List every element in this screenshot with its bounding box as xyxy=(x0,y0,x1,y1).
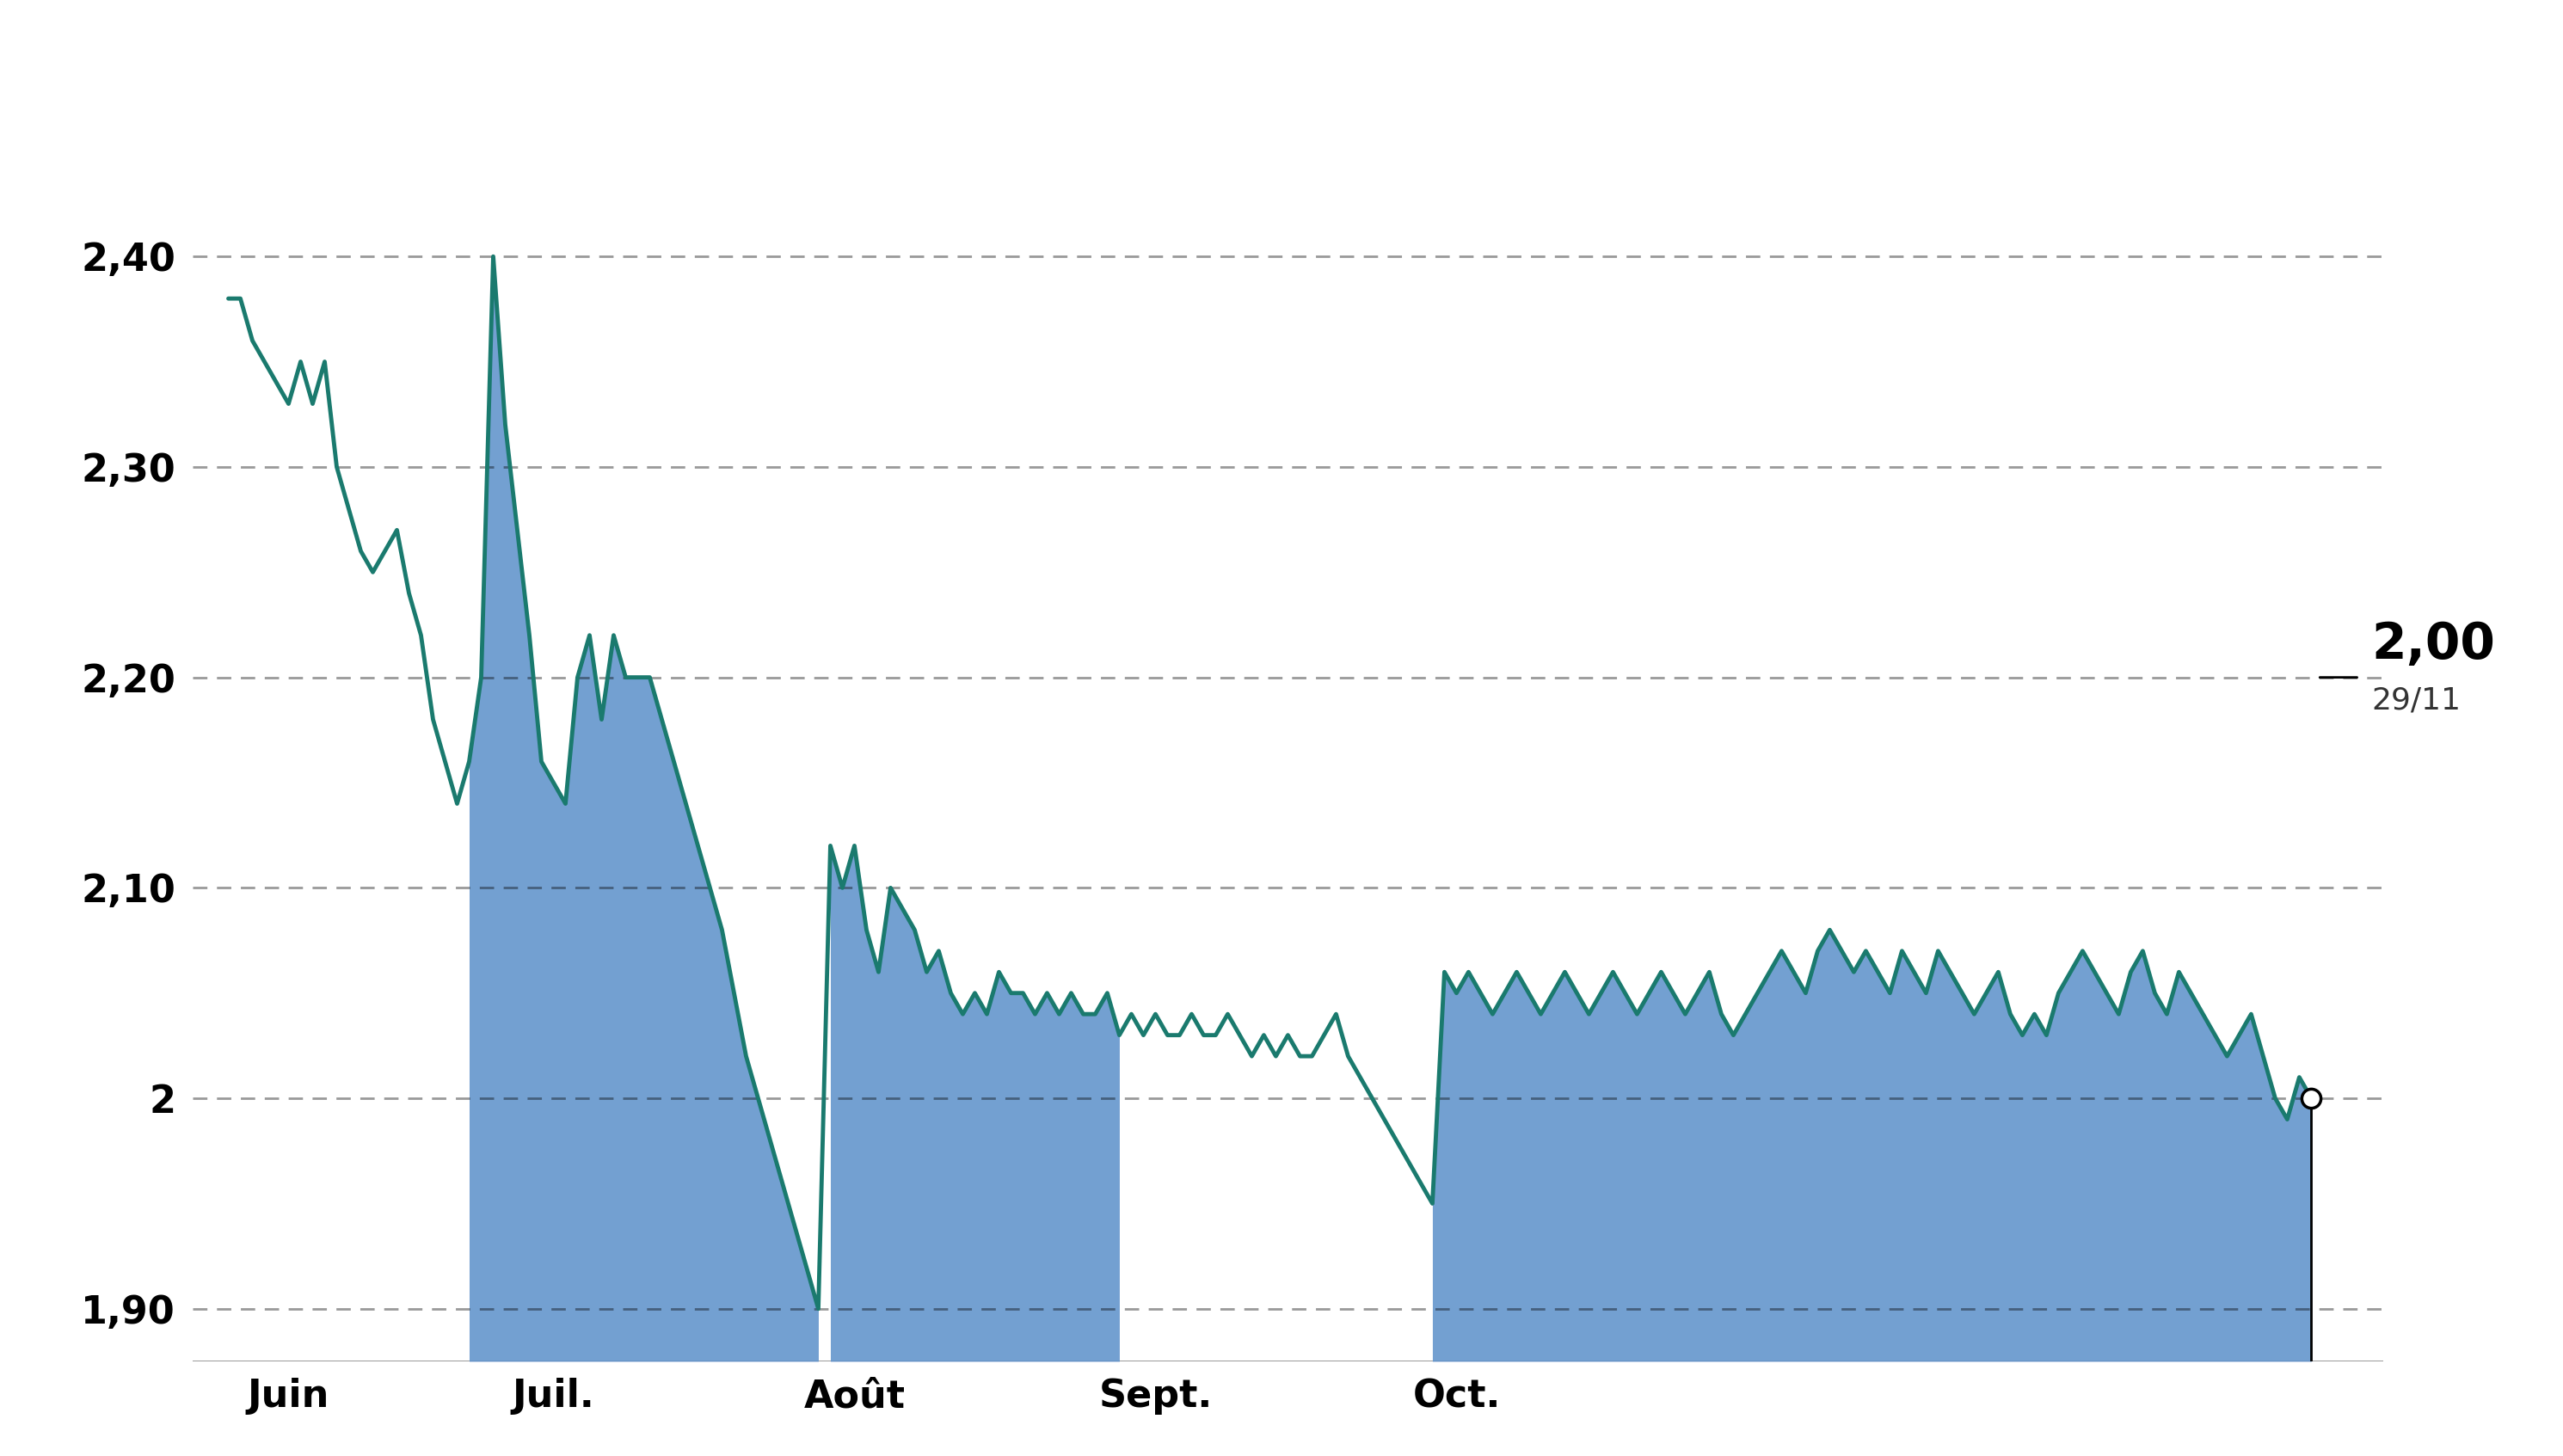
Text: 29/11: 29/11 xyxy=(2371,686,2460,715)
Text: ECONOCOM GROUP: ECONOCOM GROUP xyxy=(761,38,1802,130)
Text: 2,00: 2,00 xyxy=(2371,620,2496,668)
